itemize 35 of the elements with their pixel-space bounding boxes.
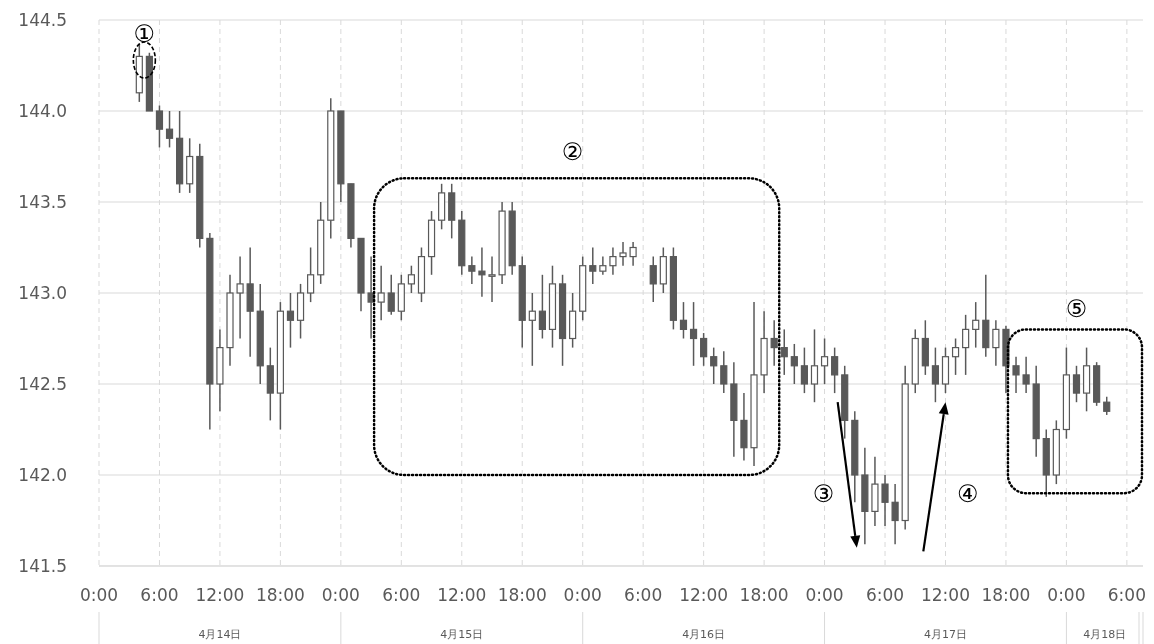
x-tick-label: 6:00 <box>140 585 179 605</box>
x-tick-label: 18:00 <box>255 585 305 605</box>
y-tick-label: 142.5 <box>18 374 67 394</box>
annotation: ④ <box>956 480 979 509</box>
x-tick-label: 0:00 <box>79 585 119 605</box>
y-tick-label: 143.5 <box>18 192 67 212</box>
annotation: ⑤ <box>1065 294 1088 323</box>
x-tick-label: 12:00 <box>437 585 487 605</box>
x-tick-label: 0:00 <box>805 585 844 605</box>
x-tick-label: 6:00 <box>382 585 421 605</box>
text: 4月16日 <box>682 628 726 641</box>
x-tick-label: 6:00 <box>1107 585 1146 605</box>
text: 4月17日 <box>923 628 967 641</box>
y-tick-label: 144.0 <box>18 101 67 121</box>
x-tick-label: 6:00 <box>865 585 905 605</box>
x-tick-label: 6:00 <box>624 585 663 605</box>
annotation: ① <box>133 20 156 49</box>
x-tick-label: 18:00 <box>981 585 1031 605</box>
annotation: ③ <box>812 480 835 509</box>
annotation: ② <box>561 138 584 167</box>
x-tick-label: 0:00 <box>321 585 360 605</box>
y-tick-label: 142.0 <box>18 465 67 485</box>
y-tick-label: 143.0 <box>18 283 67 303</box>
x-tick-label: 12:00 <box>679 585 729 605</box>
x-tick-label: 0:00 <box>1047 585 1086 605</box>
x-tick-label: 12:00 <box>920 585 970 605</box>
x-tick-label: 12:00 <box>195 585 245 605</box>
x-tick-label: 18:00 <box>739 585 789 605</box>
text: 4月18日 <box>1083 628 1127 641</box>
x-tick-label: 0:00 <box>563 585 602 605</box>
y-tick-label: 141.5 <box>18 556 67 576</box>
text: 4月14日 <box>198 628 242 641</box>
text: 4月15日 <box>440 628 484 641</box>
y-tick-label: 144.5 <box>18 10 67 30</box>
x-tick-label: 18:00 <box>497 585 547 605</box>
